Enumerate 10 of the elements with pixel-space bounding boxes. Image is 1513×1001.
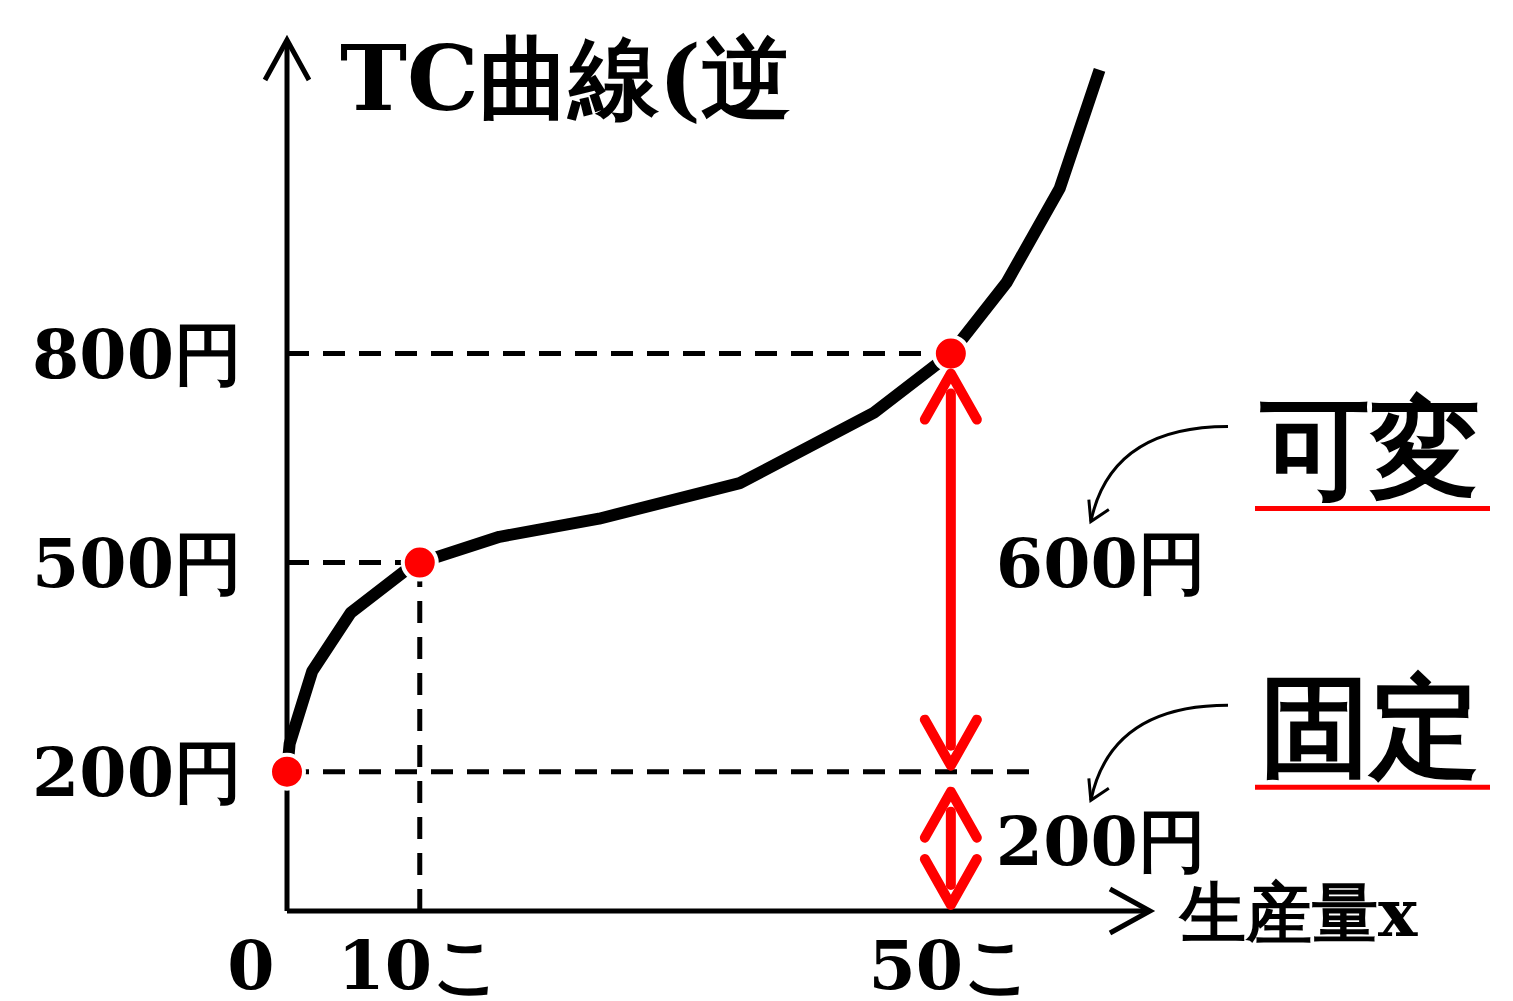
x-tick-label: 10こ: [337, 925, 503, 1001]
x-tick-label: 0: [227, 925, 275, 1001]
chart-title: TC曲線(逆: [340, 25, 792, 131]
y-tick-label: 800円: [32, 313, 242, 394]
text: 固定: [1260, 662, 1480, 792]
y-tick-label: 200円: [32, 731, 242, 812]
text: 可変: [1259, 383, 1480, 513]
y-tick-label: 500円: [32, 522, 242, 603]
x-tick-label: 50こ: [868, 925, 1034, 1001]
annotation: 600円: [995, 522, 1206, 603]
